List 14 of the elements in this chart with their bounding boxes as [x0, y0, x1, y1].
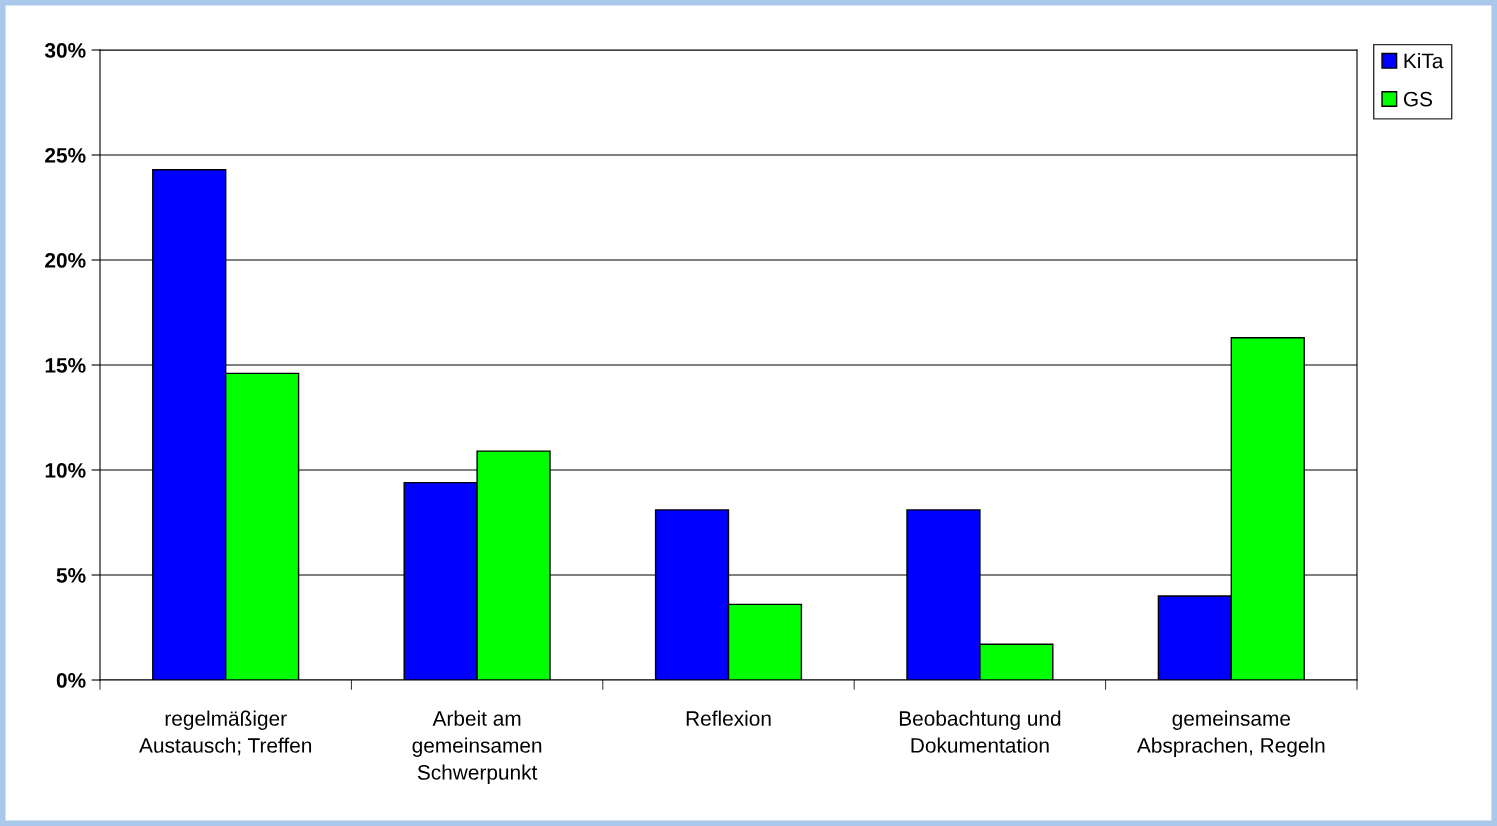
- y-tick-label: 25%: [45, 148, 86, 163]
- y-tick-label: 15%: [45, 358, 86, 373]
- x-tick-label: Beobachtung und Dokumentation: [899, 710, 1061, 753]
- x-tick-label: regelmäßiger Austausch; Treffen: [139, 710, 312, 756]
- y-tick-label: 0%: [56, 673, 86, 688]
- x-tick-label: gemeinsame Absprachen, Regeln: [1136, 710, 1325, 757]
- legend-label: GS: [1403, 91, 1433, 107]
- legend-label: KiTa: [1404, 53, 1444, 69]
- y-tick-label: 5%: [56, 568, 86, 583]
- y-tick-label: 20%: [45, 253, 86, 268]
- y-tick-label: 10%: [45, 463, 86, 478]
- y-tick-label: 30%: [44, 43, 86, 58]
- x-tick-label: Reflexion: [686, 710, 771, 726]
- x-tick-label: Arbeit am gemeinsamen Schwerpunkt: [412, 710, 542, 784]
